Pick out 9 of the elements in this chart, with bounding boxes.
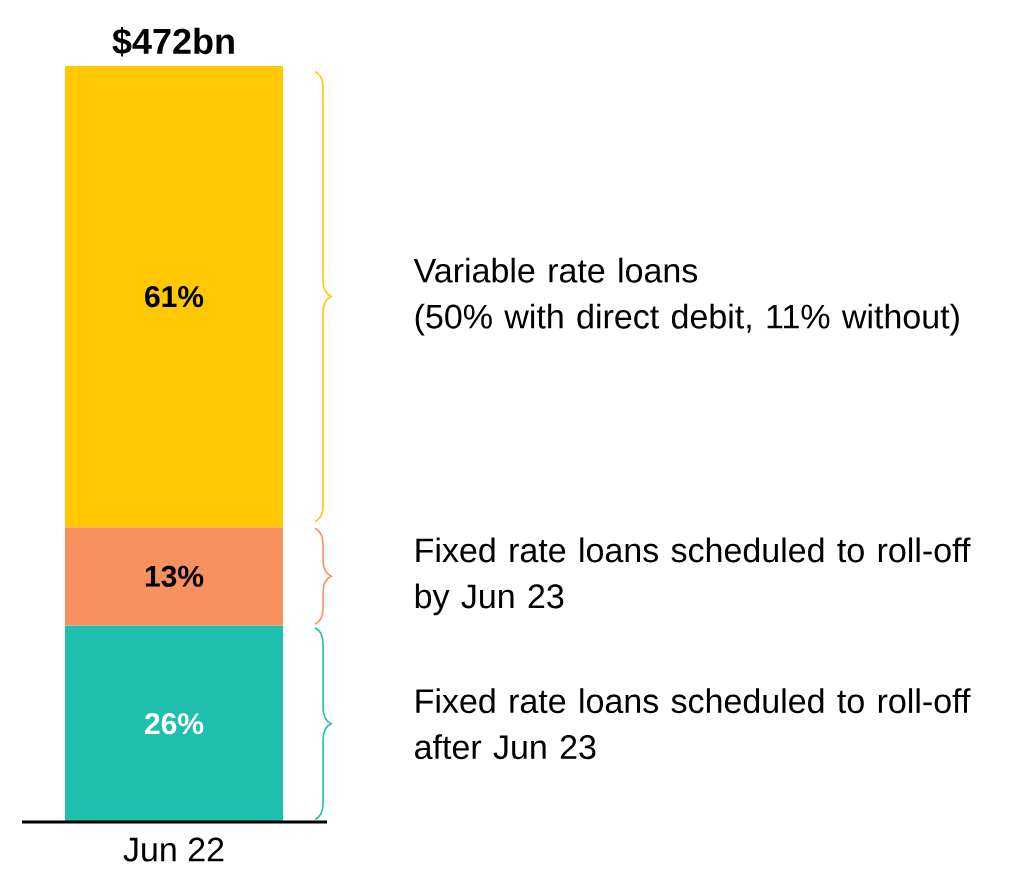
- data-label: 26%: [145, 713, 204, 735]
- text: Variable rate loans: [413, 257, 698, 283]
- data-label: 61%: [145, 285, 204, 308]
- text: Fixed rate loans scheduled to roll-off by Jun 23: [415, 537, 971, 616]
- annotation: $472bn: [112, 27, 234, 57]
- text: (50% with direct debit, 11% without): [415, 303, 959, 336]
- data-label: 13%: [145, 565, 204, 587]
- x-tick-label: Jun 22: [123, 837, 224, 862]
- text: Fixed rate loans scheduled to roll-off after Jun 23: [415, 688, 971, 760]
